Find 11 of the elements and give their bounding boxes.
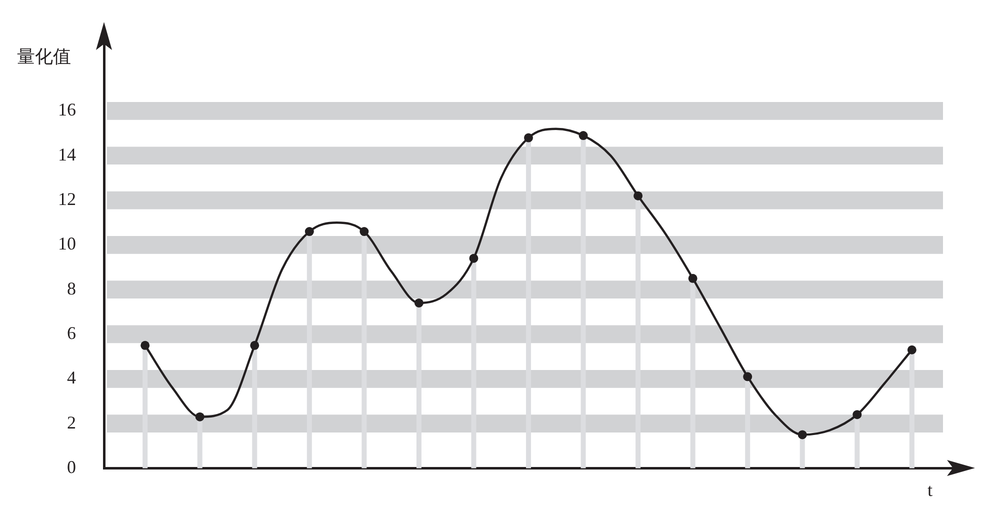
x-axis-title: t [927,480,933,500]
y-tick-label: 16 [58,100,76,120]
y-tick-label: 8 [67,278,76,298]
y-tick-label: 10 [58,234,76,254]
y-axis-title: 量化值 [17,46,71,67]
y-tick-label: 2 [67,412,76,432]
y-tick-label: 6 [67,322,76,343]
y-tick-label: 12 [58,189,76,210]
y-tick-label: 0 [67,456,76,477]
y-tick-label: 14 [58,144,76,164]
y-tick-label: 4 [67,368,76,388]
